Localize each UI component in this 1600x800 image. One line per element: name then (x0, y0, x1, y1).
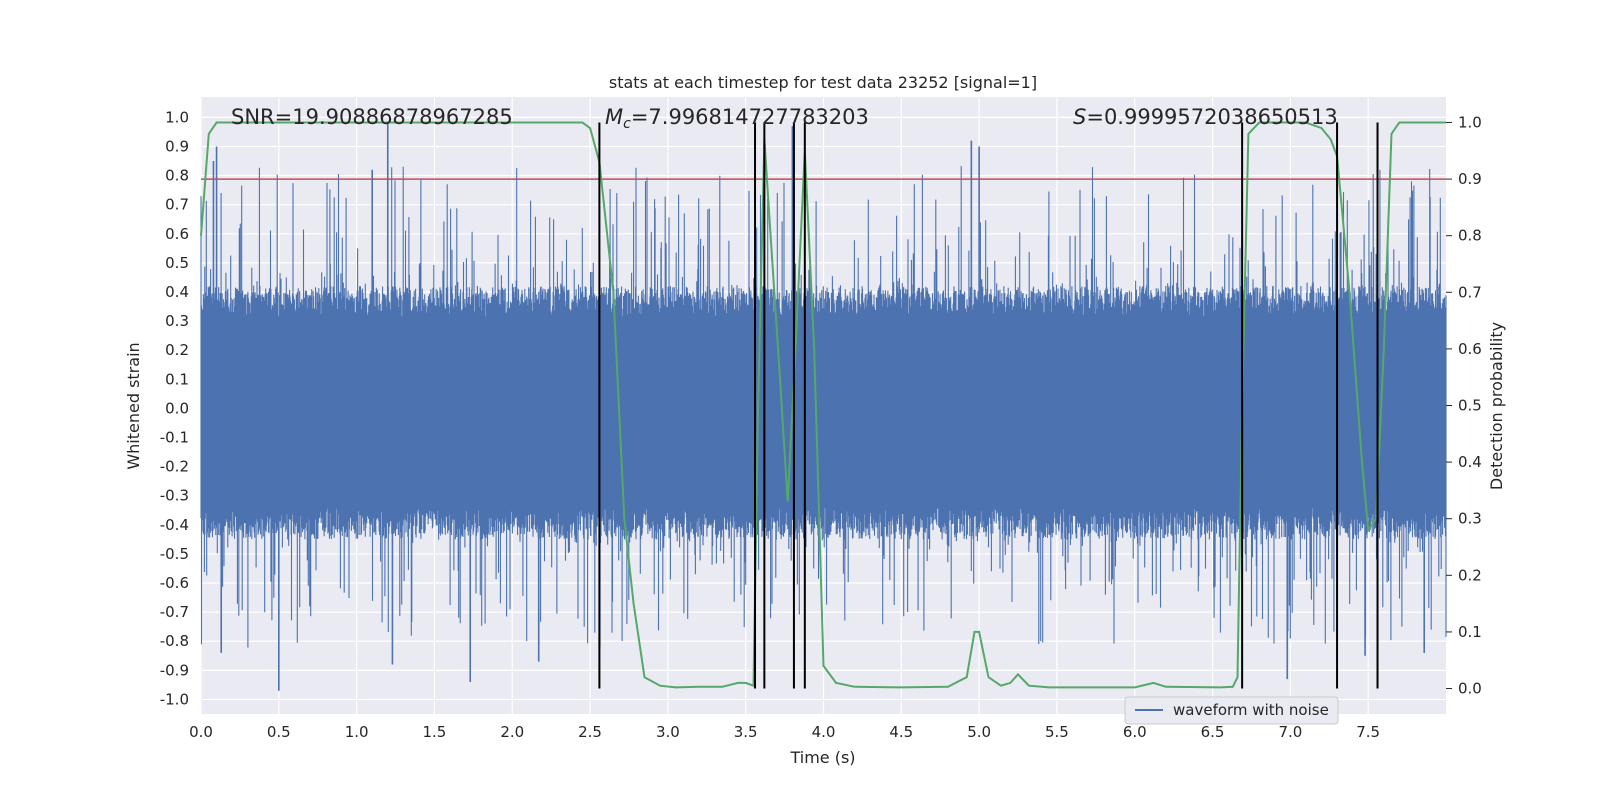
chirp-mass-annotation: Mc=7.996814727783203 (605, 105, 869, 132)
x-tick-label: 3.0 (656, 723, 680, 741)
y-tick-label: 0.0 (165, 399, 189, 417)
x-tick-label: 7.5 (1356, 723, 1380, 741)
mc-subscript: c (623, 116, 631, 132)
x-tick-label: 4.0 (812, 723, 836, 741)
y2-tick-label: 0.4 (1458, 453, 1482, 471)
legend-label: waveform with noise (1173, 701, 1329, 719)
y2-tick-label: 0.8 (1458, 227, 1482, 245)
y2-tick-label: 0.2 (1458, 566, 1482, 584)
x-tick-label: 1.5 (423, 723, 447, 741)
mc-symbol: M (605, 105, 623, 129)
s-symbol: S (1073, 105, 1086, 129)
vertical-markers (598, 122, 1379, 689)
x-tick-label: 5.0 (967, 723, 991, 741)
y-tick-label: 0.7 (165, 196, 189, 214)
x-axis-ticks: 0.0 0.5 1.0 1.5 2.0 2.5 3.0 3.5 4.0 4.5 5.0 5.5 6.0 6… (189, 723, 1380, 741)
y-axis-label: Whitened strain (124, 342, 143, 469)
y2-axis-ticks: 0.0 0.1 0.2 0.3 0.4 0.5 0.6 0.7 0.8 0.9 1.0 (1446, 113, 1482, 698)
y-tick-label: 1.0 (165, 108, 189, 126)
y-tick-label: 0.1 (165, 370, 189, 388)
y-tick-label: -0.2 (160, 458, 189, 476)
x-tick-label: 2.0 (500, 723, 524, 741)
y2-tick-label: 0.5 (1458, 397, 1482, 415)
snr-annotation: SNR=19.90886878967285 (231, 105, 513, 129)
x-tick-label: 2.5 (578, 723, 602, 741)
y-tick-label: -1.0 (160, 690, 189, 708)
y2-tick-label: 0.7 (1458, 283, 1482, 301)
y-tick-label: -0.5 (160, 545, 189, 563)
x-tick-label: 5.5 (1045, 723, 1069, 741)
y2-tick-label: 0.6 (1458, 340, 1482, 358)
y-tick-label: -0.7 (160, 603, 189, 621)
y-tick-label: 0.6 (165, 225, 189, 243)
x-tick-label: 0.5 (267, 723, 291, 741)
waveform-core-band (201, 316, 1446, 507)
x-tick-label: 4.5 (889, 723, 913, 741)
x-tick-label: 0.0 (189, 723, 213, 741)
y2-tick-label: 0.3 (1458, 510, 1482, 528)
y-tick-label: -0.8 (160, 632, 189, 650)
y2-tick-label: 0.1 (1458, 623, 1482, 641)
x-tick-label: 1.0 (345, 723, 369, 741)
y-axis-ticks: -1.0 -0.9 -0.8 -0.7 -0.6 -0.5 -0.4 -0.3 -0.2 -0.1… (160, 108, 189, 708)
y-tick-label: -0.3 (160, 487, 189, 505)
y2-axis-label: Detection probability (1487, 322, 1506, 490)
y-tick-label: 0.5 (165, 254, 189, 272)
y-tick-label: 0.3 (165, 312, 189, 330)
x-tick-label: 6.5 (1201, 723, 1225, 741)
mc-value: =7.996814727783203 (631, 105, 869, 129)
legend-box (1124, 696, 1339, 725)
score-annotation: S=0.9999572038650513 (1073, 105, 1338, 129)
s-value: =0.9999572038650513 (1086, 105, 1337, 129)
y-tick-label: -0.9 (160, 661, 189, 679)
y-tick-label: -0.4 (160, 516, 189, 534)
waveform-series (200, 123, 1447, 691)
y-tick-label: -0.1 (160, 429, 189, 447)
x-tick-label: 3.5 (734, 723, 758, 741)
x-axis-label: Time (s) (789, 748, 855, 767)
chart-title: stats at each timestep for test data 232… (609, 73, 1037, 92)
x-tick-label: 7.0 (1278, 723, 1302, 741)
y-tick-label: -0.6 (160, 574, 189, 592)
y2-tick-label: 1.0 (1458, 113, 1482, 131)
y-tick-label: 0.4 (165, 283, 189, 301)
x-tick-label: 6.0 (1123, 723, 1147, 741)
y-tick-label: 0.8 (165, 167, 189, 185)
y2-tick-label: 0.0 (1458, 680, 1482, 698)
legend: waveform with noise (1124, 696, 1339, 725)
y-tick-label: 0.2 (165, 341, 189, 359)
y2-tick-label: 0.9 (1458, 170, 1482, 188)
y-tick-label: 0.9 (165, 137, 189, 155)
